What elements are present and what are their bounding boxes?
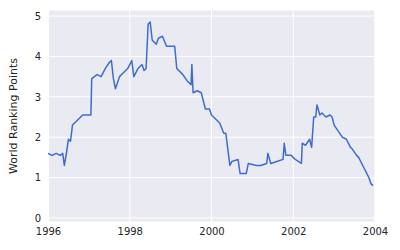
- y-tick-label: 5: [35, 11, 41, 22]
- y-grid-line: [48, 177, 375, 178]
- x-tick: 1996: [36, 222, 61, 237]
- x-tick-label: 2000: [199, 226, 224, 237]
- y-grid-line: [48, 217, 375, 218]
- y-axis-line: [48, 11, 49, 223]
- x-tick: 1998: [118, 222, 143, 237]
- y-tick: 5: [35, 11, 48, 22]
- y-grid-line: [48, 56, 375, 57]
- plot-frame: [48, 10, 375, 222]
- y-axis: 0 1 2 3 4 5: [35, 11, 49, 224]
- x-grid-line: [129, 10, 130, 222]
- y-axis-title: World Ranking Points: [7, 58, 20, 174]
- y-grid-line: [48, 137, 375, 138]
- y-tick-label: 2: [35, 132, 41, 143]
- y-tick-label: 0: [35, 213, 41, 224]
- y-tick: 0: [35, 213, 48, 224]
- x-axis: 1996 1998 2000 2002 2004: [36, 222, 388, 237]
- plot: 1996 1998 2000 2002 2004 0 1 2 3 4 5: [35, 10, 389, 237]
- x-tick: 2002: [281, 222, 306, 237]
- y-tick-label: 4: [35, 51, 41, 62]
- x-tick-label: 1998: [118, 226, 143, 237]
- grid: [48, 10, 375, 222]
- series: [48, 22, 373, 186]
- y-tick-label: 1: [35, 172, 41, 183]
- x-axis-line: [49, 222, 376, 223]
- y-tick: 4: [35, 51, 48, 62]
- x-grid-line: [293, 10, 294, 222]
- x-tick: 2004: [363, 222, 388, 237]
- y-grid-line: [48, 16, 375, 17]
- y-grid-line: [48, 96, 375, 97]
- x-tick-label: 2004: [363, 226, 388, 237]
- chart: 1996 1998 2000 2002 2004 0 1 2 3 4 5 World Ranking …: [0, 0, 400, 250]
- plot-background: [48, 10, 375, 222]
- y-tick: 3: [35, 92, 48, 103]
- x-tick-label: 1996: [36, 226, 61, 237]
- x-tick-label: 2002: [281, 226, 306, 237]
- line: [48, 22, 373, 186]
- x-tick: 2000: [199, 222, 224, 237]
- y-tick-label: 3: [35, 92, 41, 103]
- y-tick: 2: [35, 132, 48, 143]
- y-tick: 1: [35, 172, 48, 183]
